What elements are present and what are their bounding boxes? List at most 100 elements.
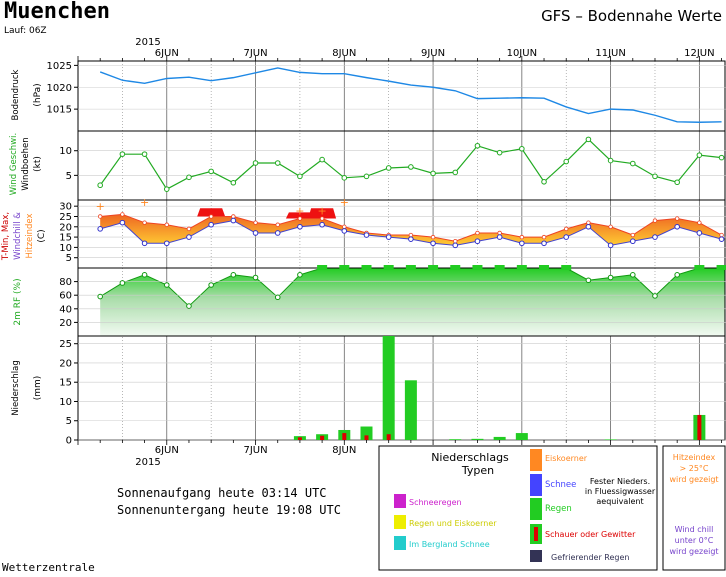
heat-plus-marker: +	[295, 204, 304, 217]
tmax-point	[430, 234, 436, 240]
wind-point	[208, 168, 214, 175]
tmin-point	[119, 219, 126, 226]
swatch-mountain-snow	[394, 536, 406, 550]
tmin-point	[652, 234, 658, 240]
precip-tick-label: 5	[66, 416, 72, 427]
tmin-point	[186, 234, 192, 240]
tmin-point	[474, 238, 481, 245]
precip-bar	[360, 426, 373, 440]
chill-note-1: Wind chill	[675, 525, 714, 534]
heat-index-area	[308, 208, 337, 219]
gust-label: Windboehen	[21, 137, 31, 190]
precip-bar	[382, 336, 395, 440]
humidity-point	[97, 293, 103, 300]
swatch-showers-inner	[534, 527, 538, 541]
legend-mountain-snow: Im Bergland Schnee	[409, 540, 490, 549]
precip-bar	[471, 438, 484, 440]
precip-bar	[404, 380, 417, 440]
tmin-point	[230, 217, 237, 224]
tmin-point	[141, 240, 148, 247]
wind-point	[563, 158, 570, 165]
tmin-point	[607, 242, 614, 249]
swatch-rain-ice	[394, 515, 406, 529]
pressure-tick-label: 1020	[47, 83, 72, 94]
wind-point	[652, 173, 658, 180]
product-title: GFS – Bodennahe Werte	[541, 7, 722, 25]
day-label-top: 11JUN	[595, 48, 625, 59]
humidity-saturation-marker	[539, 265, 550, 270]
wind-point	[341, 175, 348, 181]
tmax-point	[652, 218, 658, 223]
humidity-point	[252, 274, 259, 281]
tmax-point	[564, 226, 569, 232]
tmax-point	[120, 212, 125, 217]
tmax-point	[142, 220, 147, 225]
humidity-saturation-marker	[383, 265, 394, 270]
tmin-point	[363, 232, 370, 238]
tmax-point	[586, 220, 591, 225]
tmin-point	[674, 223, 680, 230]
tmin-point	[297, 223, 303, 230]
humidity-saturation-marker	[494, 265, 505, 270]
humidity-point	[652, 293, 658, 299]
day-label-top: 10JUN	[507, 48, 537, 59]
humidity-point	[585, 277, 592, 284]
precip-label: Niederschlag	[11, 360, 21, 416]
wind-point	[541, 178, 547, 185]
swatch-freezing-rain	[530, 550, 542, 562]
tmin-point	[519, 240, 525, 247]
wind-point	[119, 151, 126, 157]
legend-freezing-rain: Gefrierender Regen	[551, 553, 630, 562]
wind-tick-label: 10	[59, 146, 72, 157]
wind-point	[496, 149, 503, 156]
wind-point	[297, 173, 303, 180]
source-text: Wetterzentrale	[2, 561, 95, 573]
tmax-point	[297, 216, 303, 221]
day-label-bottom: 8JUN	[332, 445, 356, 456]
humidity-point	[163, 282, 170, 288]
humidity-saturation-marker	[405, 265, 416, 270]
wind-point	[186, 174, 192, 181]
tmax-point	[186, 226, 192, 232]
legend-solid-2: in Fluessigwasser	[585, 487, 656, 496]
tmin-point	[718, 236, 725, 242]
precip-unit: (mm)	[33, 376, 43, 401]
wind-point	[408, 164, 414, 170]
swatch-snow	[530, 474, 542, 496]
wind-point	[607, 157, 614, 164]
humidity-point	[119, 280, 126, 286]
wind-point	[252, 160, 259, 166]
humidity-saturation-marker	[428, 265, 439, 270]
humidity-saturation-marker	[339, 265, 350, 270]
year-top: 2015	[135, 37, 160, 48]
precip-bar	[515, 433, 528, 440]
wind-point	[97, 182, 103, 189]
tmax-point	[697, 220, 702, 225]
precip-tick-label: 0	[66, 436, 72, 447]
heat-index-area	[197, 208, 226, 217]
tmax-point	[408, 232, 414, 238]
tmax-point	[453, 239, 458, 244]
humidity-tick-label: 80	[59, 277, 72, 288]
heat-index-area	[285, 212, 314, 219]
tmin-point	[408, 236, 414, 242]
swatch-ice-pellets	[530, 449, 542, 471]
legend-ice-pellets: Eiskoerner	[545, 454, 588, 463]
wind-label: Wind Geschwi.	[9, 133, 19, 195]
temp-tick-label: 25	[59, 212, 72, 223]
wind-point	[696, 152, 703, 158]
temp-tick-label: 15	[59, 233, 72, 244]
humidity-point	[208, 282, 214, 288]
heat-note-2: > 25°C	[679, 464, 708, 473]
wind-unit: (kt)	[33, 156, 43, 172]
humidity-saturation-marker	[317, 265, 328, 270]
precip-bar	[449, 439, 462, 440]
tmax-point	[719, 232, 724, 238]
legend-snow-rain: Schneeregen	[409, 498, 462, 507]
temp-unit: (C)	[37, 229, 47, 242]
tmin-point	[541, 240, 547, 247]
shower-bar	[697, 414, 702, 440]
temp-tick-label: 30	[59, 202, 72, 213]
